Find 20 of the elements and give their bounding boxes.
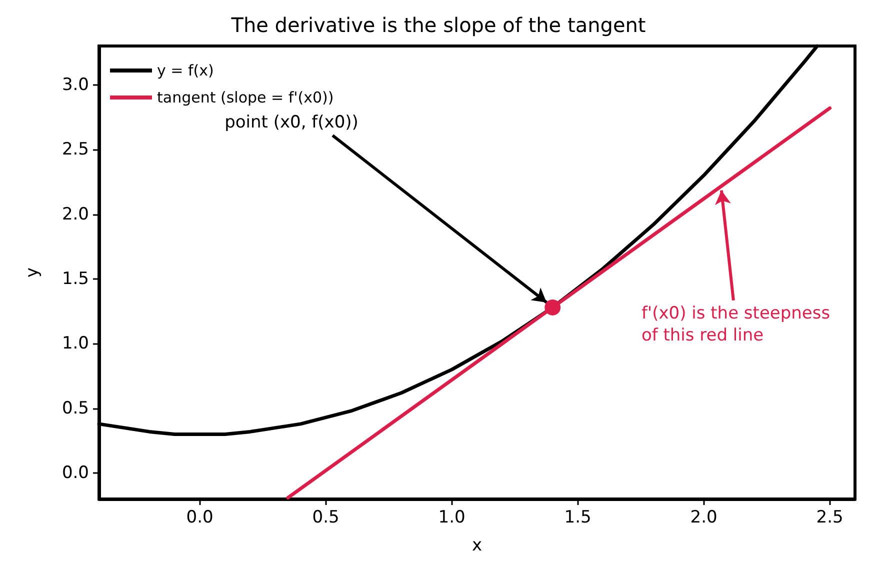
y-tick-label: 2.0 bbox=[62, 204, 89, 224]
x-tick-label: 0.0 bbox=[186, 508, 214, 528]
x-axis-title: x bbox=[472, 536, 482, 556]
x-tick-label: 0.5 bbox=[312, 508, 340, 528]
y-tick-label: 3.0 bbox=[62, 74, 89, 95]
y-tick-label: 1.0 bbox=[62, 334, 89, 354]
y-axis-title: y bbox=[22, 267, 42, 278]
annotation: f'(x0) is the steepness of this red line bbox=[641, 303, 830, 346]
y-tick-label: 0.0 bbox=[62, 463, 89, 484]
y-tick-label: 2.5 bbox=[62, 140, 89, 160]
x-tick-label: 1.0 bbox=[438, 508, 466, 528]
y-tick-label: 1.5 bbox=[62, 268, 89, 289]
x-tick-label: 2.5 bbox=[816, 508, 844, 528]
legend-label: tangent (slope = f'(x0)) bbox=[157, 88, 334, 106]
annotation: point (x0, f(x0)) bbox=[224, 112, 358, 132]
legend-label: y = f(x) bbox=[157, 62, 214, 80]
x-tick-label: 2.0 bbox=[690, 508, 718, 528]
y-tick-label: 0.5 bbox=[62, 398, 89, 418]
x-tick-label: 1.5 bbox=[564, 508, 592, 528]
chart-title: The derivative is the slope of the tangent bbox=[230, 13, 646, 37]
